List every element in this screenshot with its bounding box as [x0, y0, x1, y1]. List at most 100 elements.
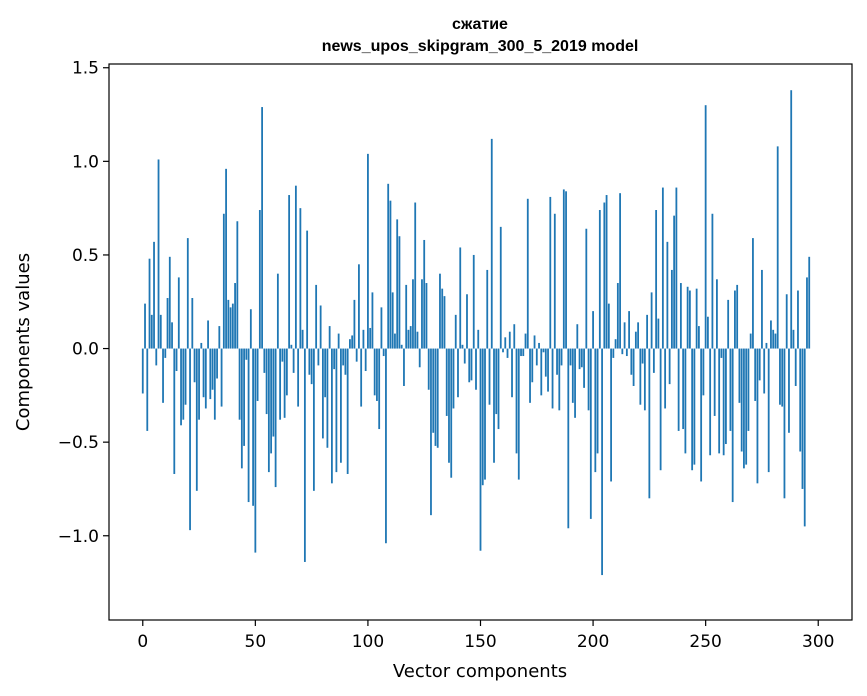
y-tick-label-4: 1.0 — [72, 152, 99, 172]
bar-48 — [249, 309, 252, 349]
bar-2 — [146, 348, 149, 431]
bar-279 — [770, 320, 772, 349]
bar-177 — [540, 348, 543, 396]
bar-163 — [508, 331, 511, 349]
bar-263 — [734, 290, 736, 349]
bar-174 — [533, 335, 536, 349]
bar-158 — [497, 348, 500, 430]
bar-206 — [605, 195, 608, 349]
bar-187 — [562, 189, 565, 349]
bar-86 — [335, 348, 338, 473]
bar-286 — [785, 294, 788, 349]
bar-188 — [565, 191, 567, 349]
bar-183 — [553, 213, 556, 349]
x-axis-label: Vector components — [393, 661, 567, 682]
bar-23 — [193, 348, 196, 383]
bar-69 — [297, 348, 300, 407]
bar-280 — [772, 329, 775, 349]
bar-13 — [171, 322, 173, 349]
x-tick-label-150: 150 — [464, 632, 496, 652]
bar-157 — [495, 348, 498, 415]
bar-195 — [580, 348, 583, 368]
bar-128 — [430, 348, 432, 516]
bar-88 — [340, 348, 342, 463]
bar-129 — [432, 348, 435, 433]
bar-137 — [450, 348, 453, 478]
bar-194 — [578, 348, 581, 370]
bar-63 — [283, 348, 286, 418]
bar-261 — [729, 348, 732, 431]
bar-164 — [511, 348, 513, 398]
bar-149 — [477, 329, 480, 349]
bar-55 — [265, 348, 268, 415]
bar-251 — [707, 316, 709, 349]
bar-18 — [182, 348, 185, 420]
bar-21 — [189, 348, 191, 531]
bar-237 — [675, 187, 678, 349]
bar-231 — [661, 187, 664, 349]
bar-109 — [387, 183, 390, 349]
bar-131 — [436, 348, 439, 448]
bar-222 — [641, 348, 644, 364]
bar-242 — [686, 286, 689, 349]
bar-52 — [258, 210, 261, 349]
bar-162 — [506, 348, 509, 358]
bar-0 — [141, 348, 144, 394]
bar-173 — [531, 348, 534, 383]
bar-201 — [594, 348, 597, 473]
bar-191 — [571, 348, 574, 403]
y-axis-label: Components values — [13, 253, 34, 431]
bar-241 — [684, 348, 687, 454]
bar-179 — [544, 348, 547, 377]
bar-250 — [704, 105, 707, 349]
bar-216 — [628, 311, 630, 349]
bar-253 — [711, 213, 714, 349]
bar-15 — [175, 348, 178, 372]
bar-260 — [727, 299, 730, 349]
bar-155 — [490, 138, 493, 349]
bar-29 — [207, 320, 209, 349]
bar-71 — [301, 329, 304, 349]
bar-95 — [355, 348, 358, 362]
bar-108 — [385, 348, 387, 544]
bar-74 — [308, 348, 311, 375]
bar-292 — [799, 348, 802, 452]
bar-53 — [261, 107, 263, 349]
bar-186 — [560, 348, 563, 366]
bar-141 — [459, 247, 462, 349]
bar-217 — [630, 348, 633, 375]
bar-20 — [186, 238, 189, 349]
bar-4 — [150, 314, 153, 349]
bar-220 — [637, 322, 640, 349]
bar-275 — [761, 269, 763, 349]
bar-181 — [549, 196, 552, 349]
bar-213 — [621, 348, 624, 355]
bar-121 — [414, 202, 417, 349]
bar-46 — [245, 348, 248, 360]
bar-265 — [738, 348, 741, 403]
bar-14 — [173, 348, 176, 474]
bar-147 — [472, 254, 475, 349]
chart-title: сжатие — [452, 16, 508, 33]
bar-156 — [493, 348, 495, 463]
bar-33 — [216, 348, 218, 379]
bar-103 — [373, 348, 376, 396]
x-tick-label-250: 250 — [689, 632, 721, 652]
bar-239 — [679, 283, 682, 349]
bar-169 — [522, 348, 525, 357]
bar-49 — [252, 348, 254, 506]
bar-154 — [488, 348, 491, 405]
bar-212 — [619, 193, 621, 349]
bar-25 — [198, 348, 200, 420]
bar-5 — [153, 241, 155, 349]
bar-81 — [324, 348, 327, 398]
bar-114 — [398, 236, 401, 349]
bar-189 — [567, 348, 570, 529]
bar-221 — [639, 348, 642, 405]
bar-1 — [144, 303, 146, 349]
bar-28 — [204, 348, 207, 409]
bar-287 — [788, 348, 790, 433]
bar-277 — [765, 342, 768, 349]
